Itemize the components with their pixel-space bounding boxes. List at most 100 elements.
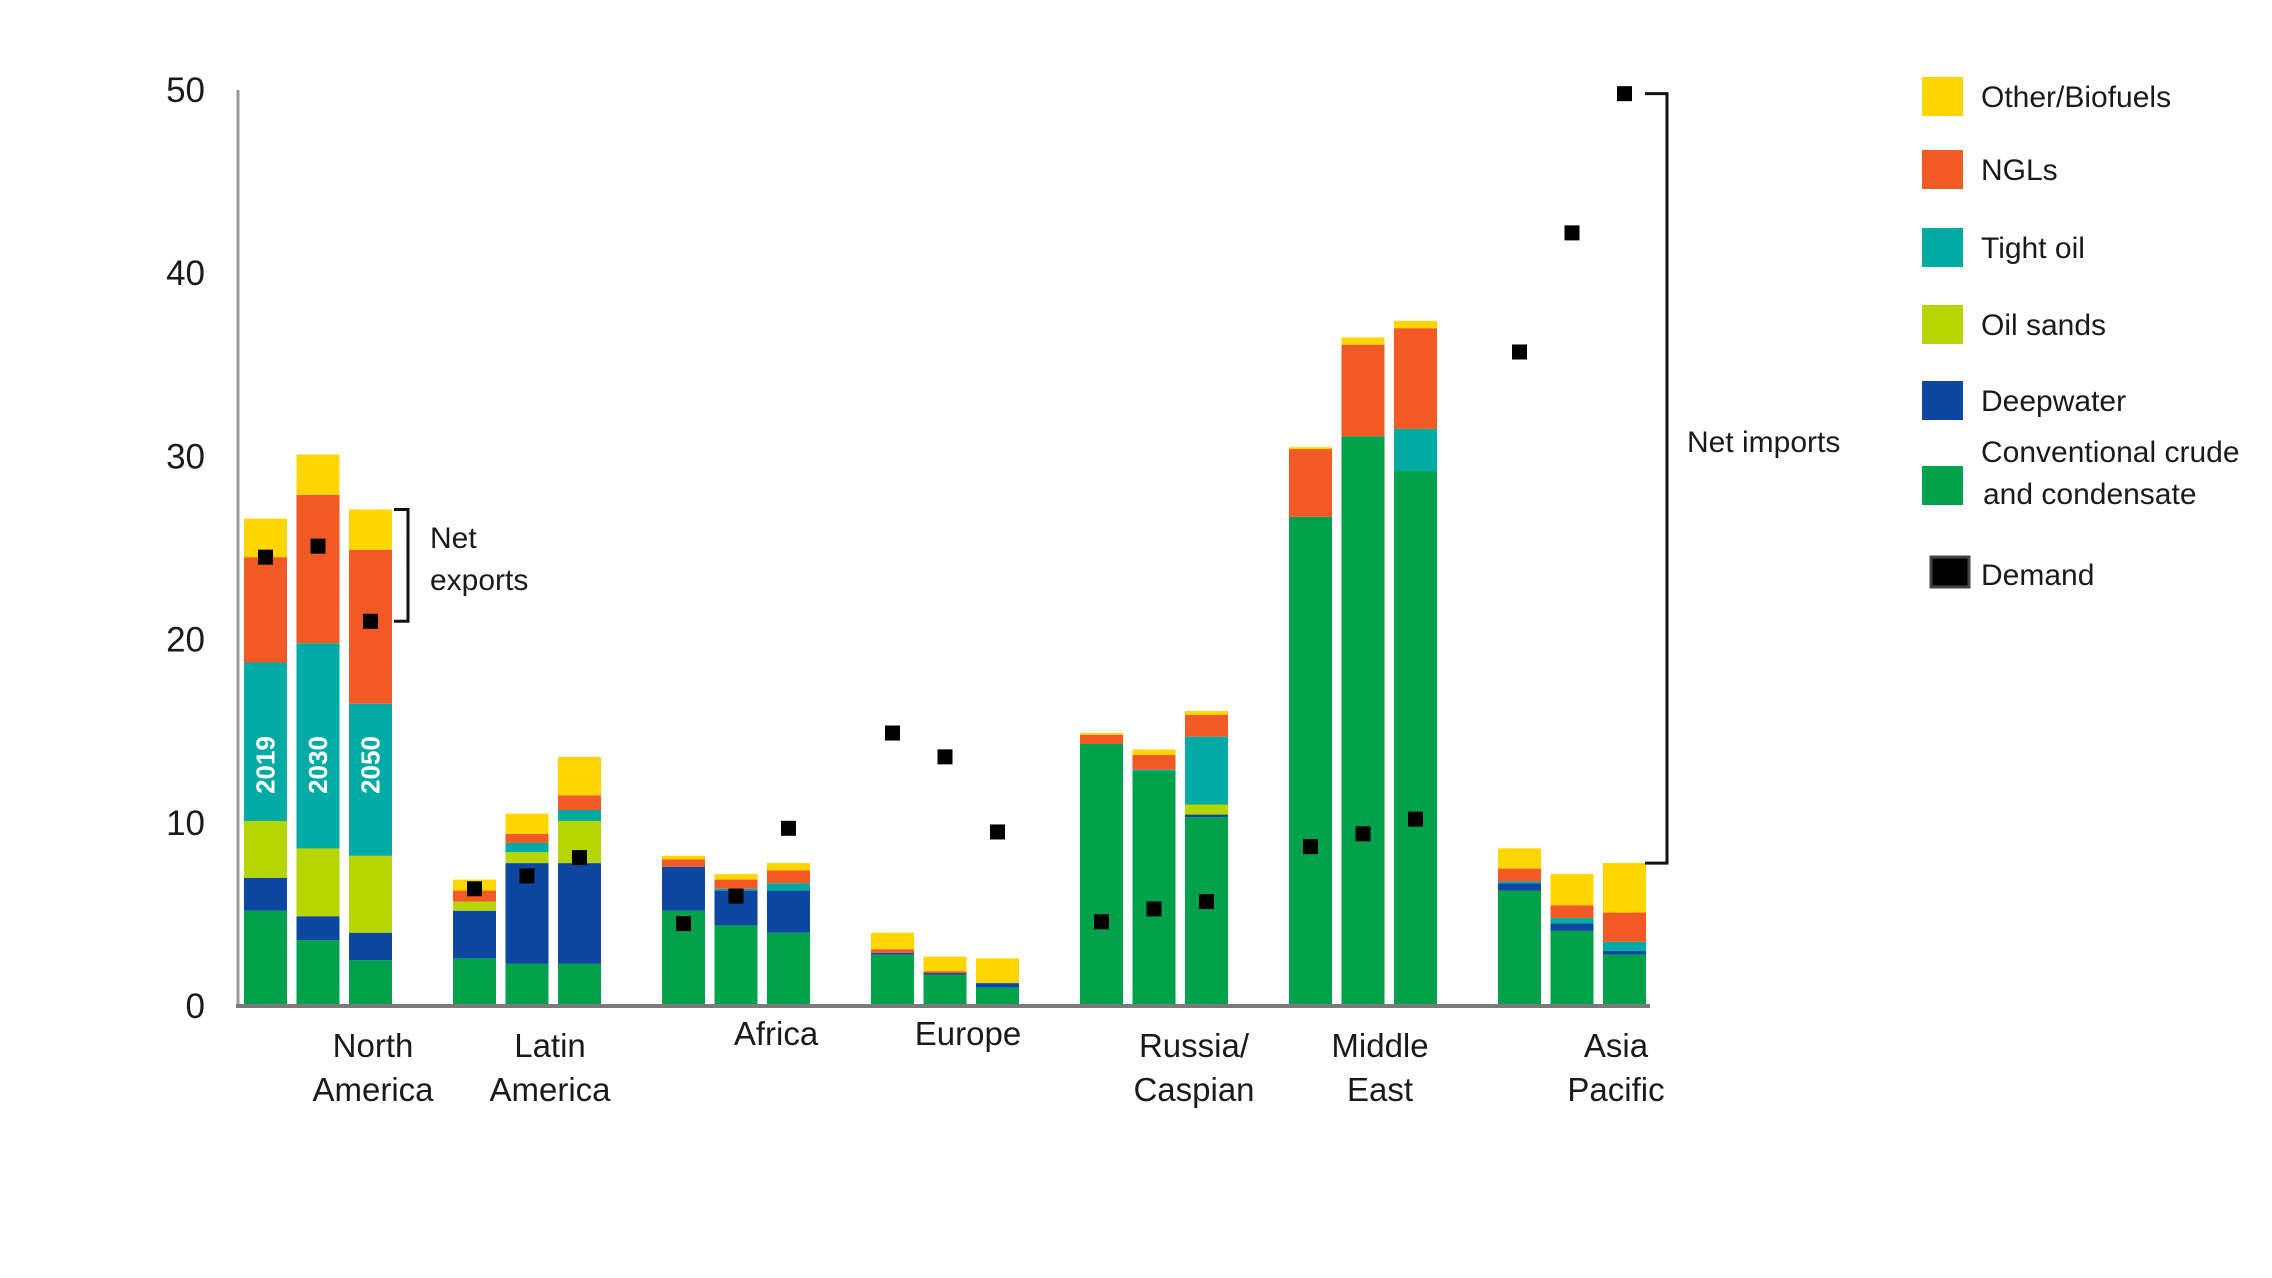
legend-item-ngls: NGLs (1922, 150, 2058, 189)
bar-segment-middle-east-2019-other-biofuels (1289, 447, 1332, 450)
bar-segment-asia-pacific-2050-ngls (1603, 912, 1646, 942)
bar-segment-middle-east-2019-conventional-crude-and-condensate (1289, 516, 1332, 1006)
x-label-line: Middle (1331, 1027, 1428, 1064)
legend-label: Deepwater (1981, 385, 2126, 418)
bar-segment-north-america-2030-tight-oil (296, 643, 340, 849)
bar-segment-middle-east-2050-tight-oil (1394, 428, 1437, 472)
bar-segment-latin-america-2019-conventional-crude-and-condensate (453, 958, 496, 1006)
bar-segment-latin-america-2030-tight-oil (505, 842, 549, 853)
bar-segment-latin-america-2050-tight-oil (558, 809, 601, 821)
bar-segment-europe-2030-ngls (923, 971, 967, 974)
bar-segment-russia-caspian-2050-tight-oil (1185, 736, 1228, 805)
y-tick-label-40: 40 (166, 254, 205, 293)
bar-segment-latin-america-2050-deepwater (558, 863, 601, 964)
bar-segment-russia-caspian-2019-ngls (1080, 734, 1123, 745)
legend-label-line: Conventional crude (1981, 436, 2240, 469)
bar-segment-russia-caspian-2030-conventional-crude-and-condensate (1132, 771, 1176, 1006)
x-label-line: North (333, 1027, 414, 1064)
net-imports-label: Net imports (1687, 426, 1840, 459)
y-tick-label-0: 0 (186, 987, 205, 1026)
legend-label: Other/Biofuels (1981, 81, 2171, 114)
bar-segment-north-america-2019-deepwater (244, 877, 287, 911)
y-tick-label-30: 30 (166, 437, 205, 476)
bar-segment-middle-east-2030-ngls (1341, 344, 1385, 437)
bar-segment-north-america-2019-ngls (244, 557, 287, 663)
legend-item-demand: Demand (1929, 555, 2094, 592)
demand-marker-latin-america-2050 (572, 850, 587, 866)
legend-label: Demand (1981, 559, 2094, 592)
bar-segment-north-america-2050-oil-sands (349, 855, 392, 933)
bar-segment-africa-2030-ngls (714, 879, 758, 889)
legend-item-other-biofuels: Other/Biofuels (1922, 77, 2171, 116)
bar-segment-asia-pacific-2030-conventional-crude-and-condensate (1550, 930, 1594, 1006)
demand-marker-africa-2019 (676, 916, 691, 932)
net-imports-bracket (1645, 92, 1669, 865)
bar-segment-latin-america-2050-ngls (558, 795, 601, 810)
demand-marker-asia-pacific-2019 (1512, 344, 1527, 360)
x-label-middle-east: Middle East (1331, 1027, 1428, 1108)
demand-markers (258, 86, 1632, 932)
bar-segment-europe-2019-deepwater (871, 952, 914, 955)
bar-segment-europe-2019-other-biofuels (871, 932, 914, 950)
bar-segment-africa-2050-tight-oil (767, 883, 810, 891)
x-label-line: Pacific (1567, 1071, 1664, 1108)
bar-segment-asia-pacific-2019-other-biofuels (1498, 848, 1541, 869)
legend-label: Tight oil (1981, 232, 2085, 265)
bar-segment-europe-2030-other-biofuels (923, 956, 967, 972)
bar-segment-africa-2050-other-biofuels (767, 863, 810, 871)
bar-segment-asia-pacific-2030-deepwater (1550, 923, 1594, 931)
legend-swatch-demand (1929, 555, 1971, 589)
bar-segment-russia-caspian-2050-other-biofuels (1185, 711, 1228, 715)
bar-segment-latin-america-2030-ngls (505, 833, 549, 843)
x-label-line: Africa (734, 1015, 819, 1052)
bar-segment-asia-pacific-2019-conventional-crude-and-condensate (1498, 890, 1541, 1006)
x-label-africa: Africa (734, 1015, 819, 1052)
legend-swatch (1922, 466, 1963, 505)
bar-segment-europe-2050-deepwater (976, 983, 1019, 988)
year-label-2030: 2030 (303, 736, 333, 794)
net-exports-bracket (394, 508, 410, 623)
demand-marker-latin-america-2019 (467, 881, 482, 897)
y-axis: 0 10 20 30 40 50 (166, 71, 240, 1026)
demand-marker-russia-caspian-2019 (1094, 914, 1109, 930)
legend-item-conventional-crude-and-condensate: Conventional crude and condensate (1922, 436, 2240, 511)
y-tick-labels: 0 10 20 30 40 50 (166, 71, 205, 1026)
bar-segment-middle-east-2050-ngls (1394, 328, 1437, 429)
bar-segment-europe-2050-conventional-crude-and-condensate (976, 987, 1019, 1006)
legend-swatch (1922, 381, 1963, 420)
bar-group-europe (871, 932, 1019, 1006)
bar-segment-africa-2019-ngls (662, 859, 705, 867)
bar-group-asia-pacific (1498, 848, 1646, 1006)
bar-segment-north-america-2050-conventional-crude-and-condensate (349, 960, 392, 1006)
bar-segment-north-america-2030-oil-sands (296, 848, 340, 917)
legend-label: NGLs (1981, 154, 2058, 187)
bar-group-russia-caspian (1080, 711, 1228, 1006)
bar-segment-latin-america-2050-conventional-crude-and-condensate (558, 963, 601, 1006)
bar-segment-russia-caspian-2050-conventional-crude-and-condensate (1185, 817, 1228, 1006)
demand-marker-russia-caspian-2030 (1146, 901, 1162, 917)
year-labels: 2019 2030 2050 (251, 736, 386, 794)
bar-segment-middle-east-2030-conventional-crude-and-condensate (1341, 436, 1385, 1006)
bar-segment-asia-pacific-2050-deepwater (1603, 951, 1646, 955)
legend-swatch (1922, 228, 1963, 267)
demand-marker-north-america-2030 (310, 538, 326, 554)
bar-segment-middle-east-2050-other-biofuels (1394, 320, 1437, 329)
x-label-line: Russia/ (1139, 1027, 1250, 1064)
bar-segment-europe-2030-conventional-crude-and-condensate (923, 974, 967, 1006)
demand-marker-africa-2030 (728, 888, 744, 904)
bar-segment-north-america-2050-tight-oil (349, 703, 392, 856)
bar-segment-latin-america-2019-oil-sands (453, 901, 496, 911)
demand-marker-north-america-2019 (258, 549, 273, 565)
bar-segment-africa-2050-conventional-crude-and-condensate (767, 932, 810, 1006)
year-label-2050: 2050 (356, 736, 386, 794)
bar-segment-africa-2050-ngls (767, 870, 810, 884)
legend: Other/Biofuels NGLs Tight oil Oil sands Deep… (1922, 77, 2240, 592)
bar-segment-africa-2030-other-biofuels (714, 874, 758, 880)
bar-segment-russia-caspian-2050-ngls (1185, 714, 1228, 737)
x-label-line: America (489, 1071, 611, 1108)
x-label-line: Asia (1584, 1027, 1649, 1064)
x-label-europe: Europe (915, 1015, 1021, 1052)
bar-segment-latin-america-2030-conventional-crude-and-condensate (505, 963, 549, 1006)
bar-segment-russia-caspian-2019-other-biofuels (1080, 733, 1123, 735)
